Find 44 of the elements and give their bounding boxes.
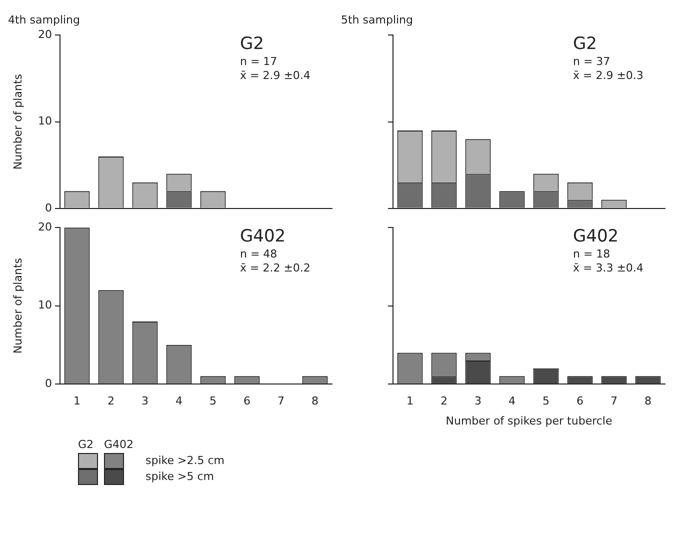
- annotation: n = 48: [240, 248, 278, 261]
- annotation: x̄ = 3.3 ±0.4: [573, 262, 644, 275]
- annotation: G2: [240, 34, 264, 54]
- y-tick-label: 10: [38, 114, 52, 128]
- annotation: G402: [240, 226, 286, 247]
- x-tick-label: 3: [142, 394, 148, 408]
- annotation: n = 37: [573, 55, 610, 68]
- y-tick-label: 0: [45, 376, 52, 390]
- annotation: n = 17: [240, 55, 278, 68]
- annotation: n = 18: [573, 248, 610, 261]
- y-axis-title: Number of plants: [11, 74, 24, 170]
- x-tick-label: 8: [312, 394, 318, 408]
- y-tick-label: 10: [38, 298, 52, 312]
- y-tick-label: 0: [45, 201, 52, 214]
- x-tick-label: 1: [74, 394, 80, 408]
- legend-label: spike >5 cm: [146, 469, 216, 485]
- x-tick-label: 4: [176, 394, 182, 408]
- annotation: G402: [573, 226, 619, 247]
- x-tick-label: 4: [508, 394, 516, 408]
- legend-label: spike >2.5 cm: [146, 453, 225, 469]
- x-tick-label: 5: [210, 394, 216, 408]
- annotation: G2: [573, 34, 597, 54]
- y-tick-label: 20: [38, 28, 52, 42]
- chart-title: 5th sampling: [341, 13, 414, 26]
- annotation: x̄ = 2.9 ±0.3: [573, 69, 644, 82]
- x-tick-label: 1: [406, 394, 414, 408]
- annotation: x̄ = 2.2 ±0.2: [240, 262, 310, 275]
- x-tick-label: 2: [108, 394, 114, 408]
- legend-key: G2: [78, 438, 98, 485]
- x-tick-label: 5: [542, 394, 550, 408]
- annotation: x̄ = 2.9 ±0.4: [240, 69, 310, 82]
- x-axis-title: Number of spikes per tubercle: [446, 414, 612, 428]
- x-tick-label: 6: [576, 394, 584, 408]
- x-tick-label: 2: [440, 394, 448, 408]
- x-tick-label: 3: [474, 394, 482, 408]
- x-tick-label: 6: [244, 394, 250, 408]
- x-tick-label: 7: [278, 394, 284, 408]
- y-axis-title: Number of plants: [11, 258, 24, 354]
- y-tick-label: 20: [38, 220, 52, 234]
- legend-title: G402: [104, 438, 134, 451]
- x-tick-label: 8: [644, 394, 652, 408]
- x-tick-label: 7: [610, 394, 618, 408]
- legend-title: G2: [78, 438, 94, 451]
- chart-title: 4th sampling: [8, 13, 80, 26]
